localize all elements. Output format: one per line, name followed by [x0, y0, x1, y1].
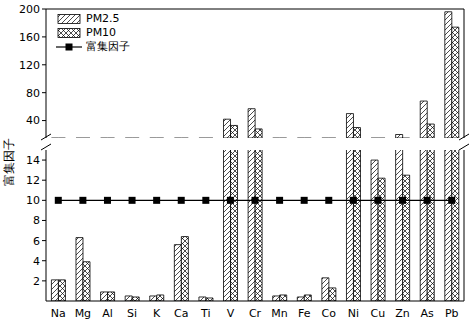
svg-text:Fe: Fe: [298, 307, 311, 320]
svg-text:80: 80: [26, 87, 40, 100]
svg-text:Pb: Pb: [445, 307, 459, 320]
svg-text:Zn: Zn: [395, 307, 410, 320]
svg-text:Si: Si: [127, 307, 137, 320]
svg-text:4: 4: [33, 255, 40, 268]
html-text:PM2.5: PM2.5: [86, 12, 120, 25]
svg-text:10: 10: [26, 194, 40, 207]
html-text:PM10: PM10: [86, 26, 117, 39]
svg-text:V: V: [227, 307, 235, 320]
svg-text:Ti: Ti: [200, 307, 210, 320]
svg-text:12: 12: [26, 174, 40, 187]
svg-text:14: 14: [26, 154, 40, 167]
svg-text:160: 160: [19, 31, 40, 44]
svg-text:120: 120: [19, 59, 40, 72]
svg-text:Al: Al: [102, 307, 113, 320]
html-text:富集因子: 富集因子: [1, 138, 16, 186]
svg-text:8: 8: [33, 214, 40, 227]
svg-text:Cr: Cr: [249, 307, 262, 320]
svg-text:Cu: Cu: [371, 307, 386, 320]
html-text:富集因子: 富集因子: [86, 40, 130, 53]
svg-text:2: 2: [33, 275, 40, 288]
svg-text:200: 200: [19, 3, 40, 16]
svg-text:Ca: Ca: [174, 307, 188, 320]
svg-text:6: 6: [33, 235, 40, 248]
svg-text:Mn: Mn: [271, 307, 287, 320]
svg-text:Ni: Ni: [348, 307, 359, 320]
svg-text:Mg: Mg: [75, 307, 91, 320]
svg-text:40: 40: [26, 114, 40, 127]
svg-text:K: K: [153, 307, 161, 320]
svg-text:As: As: [420, 307, 434, 320]
svg-text:Co: Co: [322, 307, 337, 320]
svg-text:Na: Na: [51, 307, 66, 320]
